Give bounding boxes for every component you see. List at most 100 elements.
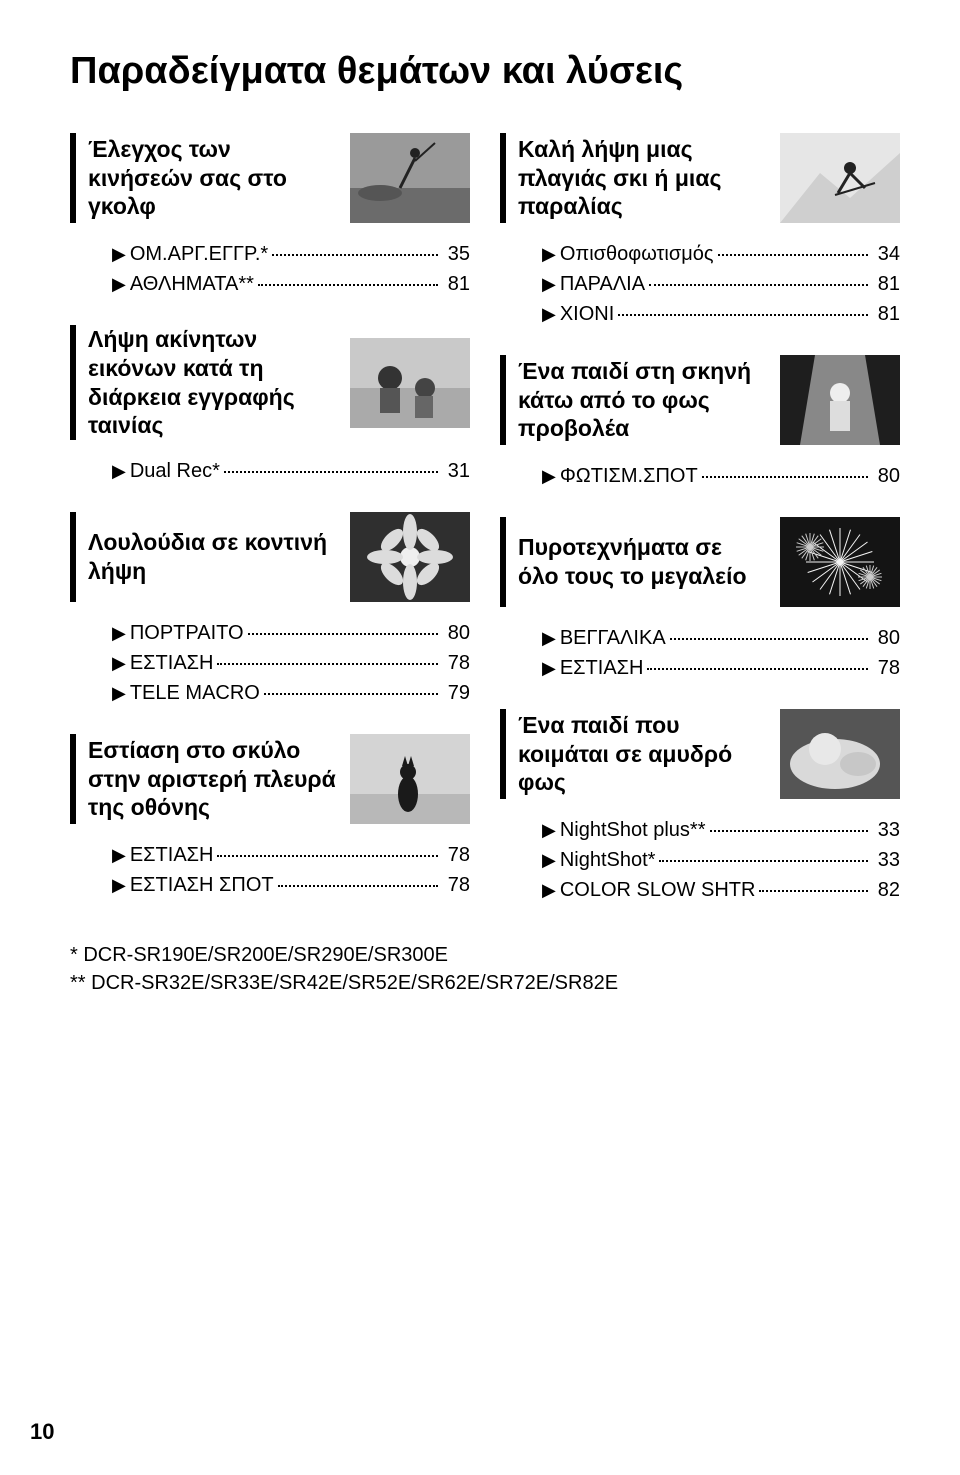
arrow-icon: ▶ <box>542 847 556 874</box>
link-page: 78 <box>442 870 470 900</box>
card-accent-bar <box>500 355 506 445</box>
topic-card: Λουλούδια σε κοντινή λήψη <box>70 512 470 602</box>
link-row[interactable]: ▶TELE MACRO 79 <box>112 678 470 708</box>
link-page: 80 <box>872 623 900 653</box>
card-accent-bar <box>500 133 506 223</box>
link-label: ΑΘΛΗΜΑΤΑ** <box>130 269 254 299</box>
link-row[interactable]: ▶ΒΕΓΓΑΛΙΚΑ 80 <box>542 623 900 653</box>
link-row[interactable]: ▶Dual Rec* 31 <box>112 456 470 486</box>
left-column: Έλεγχος των κινήσεών σας στο γκολφ▶ΟΜ.ΑΡ… <box>70 133 470 931</box>
card-thumbnail <box>350 734 470 824</box>
leader-dots <box>258 284 438 286</box>
leader-dots <box>649 284 868 286</box>
link-row[interactable]: ▶NightShot plus** 33 <box>542 815 900 845</box>
link-row[interactable]: ▶ΠΑΡΑΛΙΑ 81 <box>542 269 900 299</box>
link-page: 35 <box>442 239 470 269</box>
card-accent-bar <box>70 325 76 440</box>
arrow-icon: ▶ <box>542 625 556 652</box>
link-row[interactable]: ▶ΟΜ.ΑΡΓ.ΕΓΓΡ.* 35 <box>112 239 470 269</box>
leader-dots <box>702 476 869 478</box>
right-column: Καλή λήψη μιας πλαγιάς σκι ή μιας παραλί… <box>500 133 900 931</box>
arrow-icon: ▶ <box>112 680 126 707</box>
arrow-icon: ▶ <box>112 271 126 298</box>
link-row[interactable]: ▶ΕΣΤΙΑΣΗ 78 <box>112 840 470 870</box>
link-page: 81 <box>442 269 470 299</box>
card-accent-bar <box>500 517 506 607</box>
arrow-icon: ▶ <box>112 620 126 647</box>
leader-dots <box>264 693 438 695</box>
link-row[interactable]: ▶Οπισθοφωτισμός 34 <box>542 239 900 269</box>
arrow-icon: ▶ <box>542 463 556 490</box>
arrow-icon: ▶ <box>542 241 556 268</box>
link-row[interactable]: ▶NightShot* 33 <box>542 845 900 875</box>
link-label: NightShot* <box>560 845 656 875</box>
link-row[interactable]: ▶ΦΩΤΙΣΜ.ΣΠΟΤ 80 <box>542 461 900 491</box>
topic-card: Έλεγχος των κινήσεών σας στο γκολφ <box>70 133 470 223</box>
link-page: 33 <box>872 815 900 845</box>
card-thumbnail <box>350 133 470 223</box>
link-row[interactable]: ▶ΑΘΛΗΜΑΤΑ** 81 <box>112 269 470 299</box>
card-title: Ένα παιδί που κοιμάται σε αμυδρό φως <box>518 711 768 797</box>
link-page: 33 <box>872 845 900 875</box>
footnote-line: ** DCR-SR32E/SR33E/SR42E/SR52E/SR62E/SR7… <box>70 969 900 997</box>
link-list: ▶Dual Rec* 31 <box>112 456 470 486</box>
link-row[interactable]: ▶ΕΣΤΙΑΣΗ 78 <box>542 653 900 683</box>
leader-dots <box>217 663 438 665</box>
card-thumbnail <box>780 709 900 799</box>
link-page: 80 <box>872 461 900 491</box>
link-list: ▶NightShot plus** 33▶NightShot* 33▶COLOR… <box>542 815 900 905</box>
link-page: 34 <box>872 239 900 269</box>
content-columns: Έλεγχος των κινήσεών σας στο γκολφ▶ΟΜ.ΑΡ… <box>70 133 900 931</box>
link-label: ΟΜ.ΑΡΓ.ΕΓΓΡ.* <box>130 239 268 269</box>
leader-dots <box>670 638 869 640</box>
link-page: 78 <box>442 840 470 870</box>
card-thumbnail <box>780 517 900 607</box>
topic-card: Πυροτεχνήματα σε όλο τους το μεγαλείο <box>500 517 900 607</box>
link-page: 81 <box>872 299 900 329</box>
link-list: ▶ΠΟΡΤΡΑΙΤΟ 80▶ΕΣΤΙΑΣΗ 78▶TELE MACRO 79 <box>112 618 470 708</box>
arrow-icon: ▶ <box>542 301 556 328</box>
card-title: Έλεγχος των κινήσεών σας στο γκολφ <box>88 135 338 221</box>
link-list: ▶ΕΣΤΙΑΣΗ 78▶ΕΣΤΙΑΣΗ ΣΠΟΤ 78 <box>112 840 470 900</box>
link-label: ΕΣΤΙΑΣΗ ΣΠΟΤ <box>130 870 274 900</box>
footnote-line: * DCR-SR190E/SR200E/SR290E/SR300E <box>70 941 900 969</box>
card-thumbnail <box>350 338 470 428</box>
arrow-icon: ▶ <box>112 241 126 268</box>
link-row[interactable]: ▶ΕΣΤΙΑΣΗ 78 <box>112 648 470 678</box>
link-label: ΠΑΡΑΛΙΑ <box>560 269 645 299</box>
link-label: ΕΣΤΙΑΣΗ <box>560 653 644 683</box>
link-row[interactable]: ▶ΕΣΤΙΑΣΗ ΣΠΟΤ 78 <box>112 870 470 900</box>
arrow-icon: ▶ <box>112 842 126 869</box>
link-row[interactable]: ▶ΧΙΟΝΙ 81 <box>542 299 900 329</box>
arrow-icon: ▶ <box>542 271 556 298</box>
link-label: ΕΣΤΙΑΣΗ <box>130 840 214 870</box>
page-number: 10 <box>30 1419 54 1445</box>
link-row[interactable]: ▶COLOR SLOW SHTR 82 <box>542 875 900 905</box>
card-thumbnail <box>780 133 900 223</box>
leader-dots <box>659 860 868 862</box>
topic-card: Ένα παιδί που κοιμάται σε αμυδρό φως <box>500 709 900 799</box>
card-title: Λήψη ακίνητων εικόνων κατά τη διάρκεια ε… <box>88 325 338 440</box>
card-title: Εστίαση στο σκύλο στην αριστερή πλευρά τ… <box>88 736 338 822</box>
link-page: 78 <box>442 648 470 678</box>
leader-dots <box>272 254 438 256</box>
card-title: Πυροτεχνήματα σε όλο τους το μεγαλείο <box>518 533 768 591</box>
link-list: ▶ΟΜ.ΑΡΓ.ΕΓΓΡ.* 35▶ΑΘΛΗΜΑΤΑ** 81 <box>112 239 470 299</box>
footnotes: * DCR-SR190E/SR200E/SR290E/SR300E** DCR-… <box>70 941 900 997</box>
topic-card: Ένα παιδί στη σκηνή κάτω από το φως προβ… <box>500 355 900 445</box>
arrow-icon: ▶ <box>542 655 556 682</box>
leader-dots <box>618 314 868 316</box>
link-list: ▶ΦΩΤΙΣΜ.ΣΠΟΤ 80 <box>542 461 900 491</box>
link-label: ΒΕΓΓΑΛΙΚΑ <box>560 623 666 653</box>
link-page: 79 <box>442 678 470 708</box>
card-title: Λουλούδια σε κοντινή λήψη <box>88 528 338 586</box>
link-label: ΕΣΤΙΑΣΗ <box>130 648 214 678</box>
link-row[interactable]: ▶ΠΟΡΤΡΑΙΤΟ 80 <box>112 618 470 648</box>
card-accent-bar <box>70 133 76 223</box>
card-title: Καλή λήψη μιας πλαγιάς σκι ή μιας παραλί… <box>518 135 768 221</box>
card-accent-bar <box>70 734 76 824</box>
leader-dots <box>759 890 868 892</box>
link-list: ▶Οπισθοφωτισμός 34▶ΠΑΡΑΛΙΑ 81▶ΧΙΟΝΙ 81 <box>542 239 900 329</box>
link-page: 81 <box>872 269 900 299</box>
card-thumbnail <box>780 355 900 445</box>
